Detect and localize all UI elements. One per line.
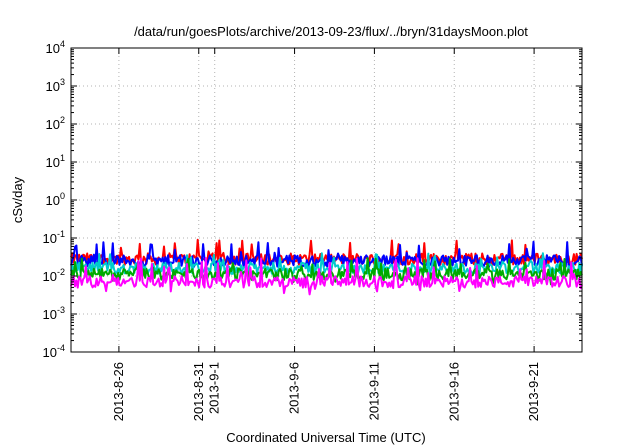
x-axis: 2013-8-26 2013-8-31 2013-9-1 2013-9-6 2013-9… bbox=[111, 48, 541, 421]
y-tick-label: 100 bbox=[46, 191, 65, 208]
y-tick-label: 102 bbox=[46, 115, 65, 132]
chart-title: /data/run/goesPlots/archive/2013-09-23/f… bbox=[134, 24, 528, 39]
y-tick-label: 10-3 bbox=[43, 305, 65, 322]
y-tick-label: 104 bbox=[46, 39, 65, 56]
x-tick-label: 2013-9-11 bbox=[366, 362, 381, 420]
x-tick-label: 2013-9-1 bbox=[207, 362, 222, 414]
series-group bbox=[70, 238, 583, 296]
x-tick-label: 2013-9-21 bbox=[526, 362, 541, 421]
y-tick-label: 103 bbox=[46, 77, 65, 94]
x-tick-label: 2013-8-26 bbox=[111, 362, 126, 421]
y-tick-label: 10-1 bbox=[43, 229, 65, 246]
series-line bbox=[70, 252, 583, 275]
series-line bbox=[70, 257, 583, 286]
grid bbox=[71, 47, 582, 353]
x-tick-label: 2013-8-31 bbox=[191, 362, 206, 421]
y-tick-label: 101 bbox=[46, 153, 65, 170]
series-line bbox=[70, 240, 583, 269]
y-axis: 10-4 10-3 10-2 10-1 100 101 102 103 104 bbox=[43, 39, 582, 360]
y-axis-label: cSv/day bbox=[10, 176, 25, 223]
x-tick-label: 2013-9-16 bbox=[446, 362, 461, 421]
x-tick-label: 2013-9-6 bbox=[287, 362, 302, 414]
series-line bbox=[70, 257, 583, 296]
y-tick-label: 10-2 bbox=[43, 267, 65, 284]
x-axis-label: Coordinated Universal Time (UTC) bbox=[226, 430, 425, 445]
y-tick-label: 10-4 bbox=[43, 343, 65, 360]
